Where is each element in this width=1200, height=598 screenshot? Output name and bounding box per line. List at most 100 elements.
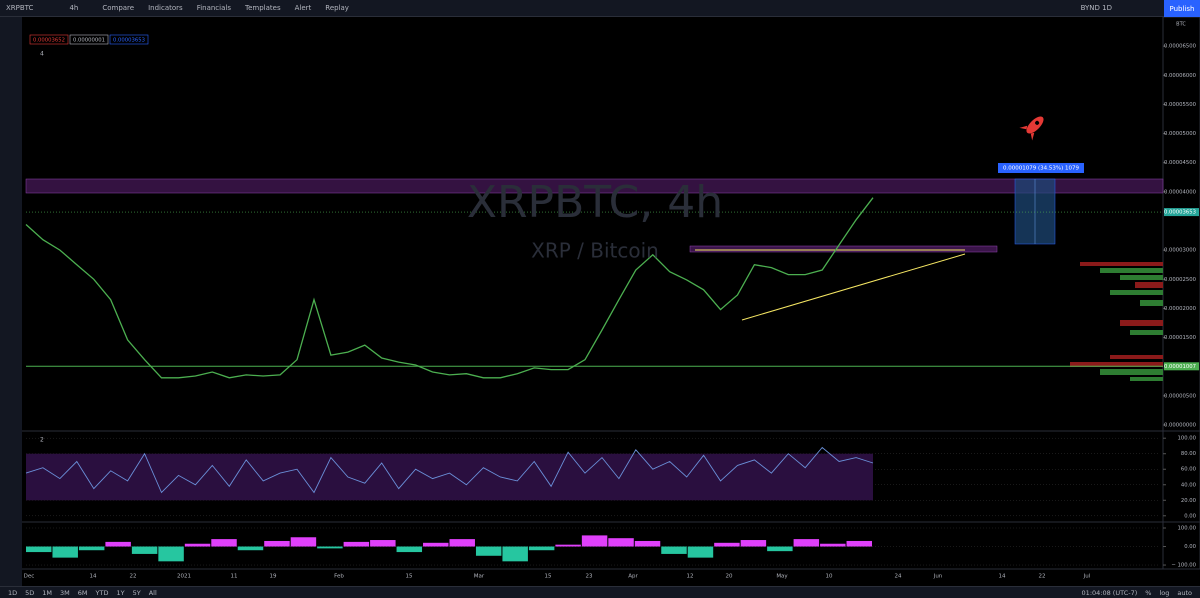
osc-bar bbox=[449, 539, 475, 547]
time-label: 14 bbox=[90, 574, 97, 580]
rocket-icon bbox=[1019, 116, 1044, 141]
y-tick-label: 0.00001500 bbox=[1164, 335, 1197, 341]
range-button[interactable]: 5D bbox=[25, 588, 35, 597]
y-tick-label: 0.00000000 bbox=[1164, 423, 1197, 429]
time-label: 19 bbox=[270, 574, 277, 580]
range-button[interactable]: 1Y bbox=[116, 588, 125, 597]
time-label: 15 bbox=[545, 574, 552, 580]
osc-bar bbox=[820, 543, 846, 547]
osc-bar bbox=[52, 546, 78, 558]
osc-bar bbox=[687, 546, 714, 558]
replay-button[interactable]: Replay bbox=[325, 4, 349, 12]
y-tick-label: 20.00 bbox=[1181, 498, 1197, 504]
level-label: 0.00001007 bbox=[1164, 364, 1196, 370]
osc-bar bbox=[26, 546, 52, 553]
symbol[interactable]: XRPBTC bbox=[6, 4, 34, 12]
alert-button[interactable]: Alert bbox=[294, 4, 312, 12]
y-tick-label: 0.00002500 bbox=[1164, 277, 1197, 283]
osc-bar bbox=[475, 546, 502, 556]
left-toolbar bbox=[0, 17, 22, 586]
log-toggle[interactable]: log bbox=[1159, 588, 1170, 597]
legend-box bbox=[109, 34, 149, 45]
osc-bar bbox=[767, 546, 793, 552]
y-tick-label: 40.00 bbox=[1181, 482, 1197, 488]
interval[interactable]: 4h bbox=[69, 4, 79, 12]
osc-bar bbox=[846, 540, 872, 547]
rsi-line bbox=[25, 446, 874, 494]
last-price-box bbox=[1164, 208, 1199, 217]
legend-value: 0.00000001 bbox=[73, 38, 105, 44]
range-button[interactable]: 1M bbox=[42, 588, 53, 597]
osc-bar bbox=[264, 540, 290, 547]
range-buttons: 1D 5D 1M 3M 6M YTD 1Y 5Y All bbox=[8, 589, 157, 597]
time-label: 22 bbox=[1039, 574, 1046, 580]
currency: BTC bbox=[1176, 22, 1186, 28]
time-label: Apr bbox=[628, 574, 638, 580]
osc-bar bbox=[237, 546, 264, 551]
osc-bar bbox=[78, 546, 105, 551]
resistance-zone bbox=[25, 178, 1164, 194]
last-price-label: 0.00003653 bbox=[1164, 210, 1196, 216]
range-button[interactable]: 1D bbox=[8, 588, 18, 597]
financials-button[interactable]: Financials bbox=[196, 4, 231, 12]
osc-bar bbox=[370, 540, 396, 547]
legend-value: 0.00003652 bbox=[33, 38, 65, 44]
range-button[interactable]: All bbox=[148, 588, 157, 597]
time-label: 11 bbox=[231, 574, 238, 580]
time-label: 2021 bbox=[177, 574, 191, 580]
indicators-button[interactable]: Indicators bbox=[148, 4, 183, 12]
osc-bar bbox=[343, 541, 370, 547]
y-tick-label: 0.00003000 bbox=[1164, 248, 1197, 254]
range-button[interactable]: 3M bbox=[60, 588, 70, 597]
legend-study-count: 4 bbox=[40, 51, 44, 58]
y-tick-label: 0.00000500 bbox=[1164, 393, 1197, 399]
watermark-subtitle: XRP / Bitcoin bbox=[531, 239, 659, 263]
range-button[interactable]: YTD bbox=[95, 588, 109, 597]
measure-label: 0.00001079 (34.53%) 1079 bbox=[1003, 166, 1079, 172]
time-label: 10 bbox=[826, 574, 833, 580]
time-label: 22 bbox=[130, 574, 137, 580]
y-tick-label: 100.00 bbox=[1177, 526, 1196, 532]
osc-bar bbox=[528, 546, 555, 551]
range-button[interactable]: 5Y bbox=[132, 588, 141, 597]
bottom-right: 01:04:08 (UTC-7) % log auto bbox=[1082, 589, 1200, 597]
y-tick-label: 80.00 bbox=[1181, 451, 1197, 457]
auto-toggle[interactable]: auto bbox=[1177, 588, 1192, 597]
time-label: Jun bbox=[933, 574, 943, 580]
measure-label-box bbox=[998, 163, 1084, 173]
osc-bar bbox=[714, 542, 740, 547]
clock: 01:04:08 (UTC-7) bbox=[1081, 588, 1138, 597]
volume-profile bbox=[1070, 262, 1163, 381]
publish-button[interactable]: Publish bbox=[1164, 0, 1200, 17]
support-zone bbox=[689, 245, 998, 253]
y-tick-label: 0.00 bbox=[1184, 513, 1196, 519]
osc-bar bbox=[184, 543, 211, 547]
y-tick-label: 0.00005000 bbox=[1164, 131, 1197, 137]
percent-toggle[interactable]: % bbox=[1145, 588, 1152, 597]
range-button[interactable]: 6M bbox=[77, 588, 88, 597]
time-label: Jul bbox=[1083, 574, 1091, 580]
time-label: 23 bbox=[586, 574, 593, 580]
y-tick-label: 0.00004500 bbox=[1164, 160, 1197, 166]
osc-bar bbox=[423, 542, 449, 547]
level-label-box bbox=[1164, 362, 1199, 371]
watermark-title: XRPBTC, 4h bbox=[467, 177, 723, 228]
compare-button[interactable]: Compare bbox=[102, 4, 135, 12]
legend-box bbox=[69, 34, 109, 45]
osc-bar bbox=[158, 546, 184, 562]
bottom-bar: 1D 5D 1M 3M 6M YTD 1Y 5Y All 01:04:08 (UTC-7) % … bbox=[0, 586, 1200, 598]
osc-bar bbox=[211, 539, 237, 547]
osc-bar bbox=[105, 541, 131, 547]
y-tick-label: 0.00006500 bbox=[1164, 44, 1197, 50]
osc-bar bbox=[317, 546, 343, 549]
time-label: 24 bbox=[895, 574, 902, 580]
osc-bar bbox=[131, 546, 158, 554]
templates-button[interactable]: Templates bbox=[245, 4, 281, 12]
time-label: 15 bbox=[406, 574, 413, 580]
time-label: Dec bbox=[24, 574, 35, 580]
legend-value: 0.00003653 bbox=[113, 38, 145, 44]
y-tick-label: 0.00004000 bbox=[1164, 189, 1197, 195]
watch-symbol[interactable]: BYND 1D bbox=[1080, 4, 1112, 12]
osc-bar bbox=[634, 540, 661, 547]
